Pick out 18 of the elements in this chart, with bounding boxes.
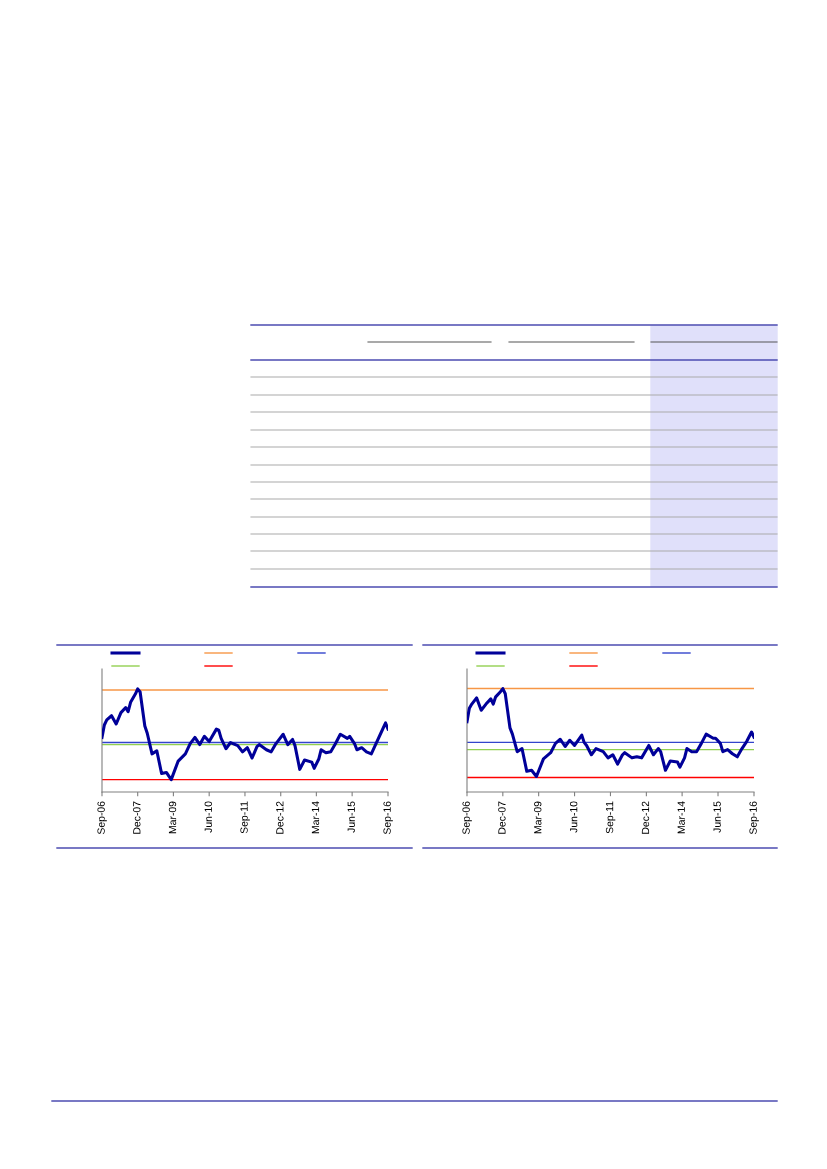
x-tick-label: Mar-09 [168,801,177,834]
x-tick-label: Dec-07 [498,801,506,834]
x-tick-label: Dec-12 [641,801,650,834]
x-tick-label: Sep-11 [240,801,250,834]
x-tick-label: Sep-06 [462,801,472,835]
x-tick-label: Sep-16 [749,801,759,835]
x-tick-label: Mar-14 [677,801,685,834]
x-tick-label: Mar-14 [311,801,320,834]
x-tick-label: Jun-15 [347,801,355,833]
x-tick-label: Sep-06 [97,801,107,835]
x-tick-label: Dec-07 [133,801,141,834]
x-tick-label: Jun-15 [713,801,721,833]
x-tick-label: Sep-11 [605,801,616,834]
x-tick-label: Sep-16 [383,801,393,835]
x-tick-label: Jun-10 [204,801,212,833]
x-tick-label: Dec-12 [276,801,284,834]
x-tick-label: Jun-10 [569,801,578,833]
x-tick-label: Mar-09 [534,801,542,834]
